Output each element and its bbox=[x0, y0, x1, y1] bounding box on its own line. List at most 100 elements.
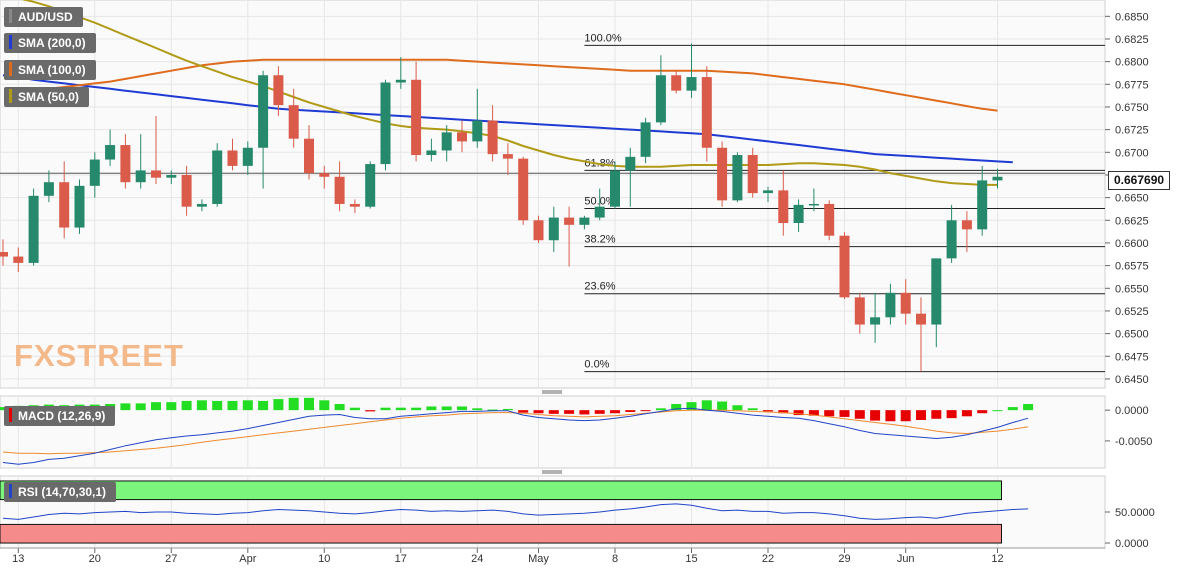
symbol-label[interactable]: AUD/USD bbox=[4, 7, 83, 27]
candle-body bbox=[717, 147, 728, 201]
date-tick-label: 12 bbox=[991, 553, 1003, 565]
candle-body bbox=[0, 252, 8, 257]
macd-histogram-bar bbox=[349, 407, 360, 411]
candle-body bbox=[870, 317, 881, 325]
date-tick-label: 24 bbox=[471, 553, 483, 565]
macd-histogram-bar bbox=[701, 400, 712, 411]
candle-body bbox=[747, 155, 758, 194]
price-tick-label: 0.6650 bbox=[1115, 193, 1149, 205]
sma50-swatch bbox=[9, 89, 12, 103]
price-tick-label: 0.6475 bbox=[1115, 351, 1149, 363]
macd-histogram-bar bbox=[151, 402, 161, 411]
price-tick-label: 0.6700 bbox=[1115, 147, 1149, 159]
date-tick-label: May bbox=[528, 553, 549, 565]
current-price-tag: 0.667690 bbox=[1108, 171, 1171, 190]
macd-histogram-bar bbox=[839, 410, 850, 417]
macd-histogram-bar bbox=[227, 400, 238, 411]
candle-body bbox=[992, 176, 1003, 181]
date-tick-label: 13 bbox=[12, 553, 24, 565]
candle-body bbox=[472, 120, 483, 142]
macd-histogram-bar bbox=[441, 406, 452, 411]
candle-body bbox=[120, 145, 131, 183]
price-tick-label: 0.6750 bbox=[1115, 102, 1149, 114]
rsi-tick-label: 0.0000 bbox=[1115, 538, 1149, 550]
candle-body bbox=[732, 155, 743, 201]
macd-histogram-bar bbox=[258, 400, 269, 411]
macd-histogram-bar bbox=[487, 409, 498, 411]
rsi-swatch bbox=[9, 484, 12, 498]
rsi-legend[interactable]: RSI (14,70,30,1) bbox=[4, 482, 117, 502]
sma200-swatch bbox=[9, 35, 12, 49]
sma200-text: SMA (200,0) bbox=[18, 36, 86, 50]
macd-histogram-bar bbox=[747, 408, 758, 411]
candle-body bbox=[502, 154, 513, 159]
fib-level-label: 0.0% bbox=[584, 359, 609, 371]
candle-body bbox=[655, 75, 666, 123]
candle-body bbox=[441, 132, 452, 151]
macd-histogram-bar bbox=[793, 410, 804, 416]
sma100-legend[interactable]: SMA (100,0) bbox=[4, 60, 96, 80]
price-tick-label: 0.6850 bbox=[1115, 11, 1149, 23]
candle-body bbox=[242, 147, 253, 166]
fxstreet-logo: FXSTREET bbox=[14, 338, 184, 374]
candle-body bbox=[548, 217, 559, 241]
candle-body bbox=[334, 176, 345, 204]
candle-body bbox=[196, 203, 207, 207]
sma100-text: SMA (100,0) bbox=[18, 63, 86, 77]
price-tick-label: 0.6725 bbox=[1115, 125, 1149, 137]
macd-text: MACD (12,26,9) bbox=[18, 409, 106, 423]
candle-body bbox=[946, 220, 957, 259]
macd-histogram-bar bbox=[426, 406, 437, 411]
macd-histogram-bar bbox=[961, 410, 972, 417]
moving-averages bbox=[2, 0, 1013, 186]
macd-line bbox=[2, 407, 1029, 465]
macd-histogram-bar bbox=[212, 400, 223, 411]
macd-histogram-bar bbox=[380, 407, 391, 411]
macd-histogram-bar bbox=[518, 410, 529, 413]
macd-histogram-bar bbox=[411, 407, 422, 411]
macd-histogram-bar bbox=[640, 410, 651, 412]
macd-histogram-bar bbox=[564, 410, 575, 414]
axes: 0.6850 0.6825 0.6800 0.6775 0.6750 0.6725 0.67… bbox=[0, 11, 1155, 565]
candle-body bbox=[181, 174, 192, 207]
macd-histogram-bar bbox=[472, 408, 483, 411]
candle-body bbox=[594, 206, 605, 218]
panel-splitter bbox=[542, 470, 562, 474]
fib-level-label: 38.2% bbox=[584, 234, 615, 246]
candle-body bbox=[13, 256, 24, 263]
price-tick-label: 0.6825 bbox=[1115, 34, 1149, 46]
date-tick-label: 17 bbox=[395, 553, 407, 565]
macd-histogram-bar bbox=[334, 404, 345, 411]
candle-body bbox=[380, 82, 391, 165]
date-tick-label: 27 bbox=[165, 553, 177, 565]
candle-body bbox=[151, 170, 161, 178]
candle-body bbox=[808, 203, 819, 206]
price-tick-label: 0.6525 bbox=[1115, 306, 1149, 318]
price-tick-label: 0.6575 bbox=[1115, 261, 1149, 273]
candle-body bbox=[931, 258, 942, 325]
macd-histogram-bar bbox=[166, 402, 177, 411]
candle-body bbox=[426, 150, 437, 156]
macd-histogram-bar bbox=[671, 404, 682, 411]
macd-histogram-bar bbox=[808, 410, 819, 416]
candle-body bbox=[487, 120, 498, 155]
rsi-line bbox=[2, 503, 1029, 520]
macd-histogram-bar bbox=[533, 410, 544, 414]
candle-body bbox=[961, 220, 972, 230]
logo-street: STREET bbox=[55, 338, 184, 373]
candle-body bbox=[518, 158, 529, 221]
sma50-legend[interactable]: SMA (50,0) bbox=[4, 87, 89, 107]
date-tick-label: 22 bbox=[762, 553, 774, 565]
candle-body bbox=[59, 182, 70, 228]
candle-body bbox=[89, 159, 100, 186]
macd-histogram-bar bbox=[395, 407, 406, 411]
candle-body bbox=[854, 297, 865, 325]
price-tick-label: 0.6500 bbox=[1115, 329, 1149, 341]
price-tick-label: 0.6550 bbox=[1115, 283, 1149, 295]
sma200-legend[interactable]: SMA (200,0) bbox=[4, 33, 96, 53]
macd-legend[interactable]: MACD (12,26,9) bbox=[4, 406, 116, 426]
date-tick-label: 15 bbox=[685, 553, 697, 565]
macd-tick-label: 0.0000 bbox=[1115, 405, 1149, 417]
candle-body bbox=[885, 292, 896, 318]
